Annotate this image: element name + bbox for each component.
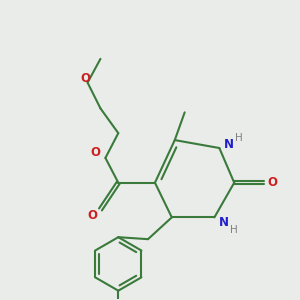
Text: N: N xyxy=(219,216,229,229)
Text: O: O xyxy=(81,72,91,85)
Text: O: O xyxy=(268,176,278,189)
Text: O: O xyxy=(88,209,98,222)
Text: N: N xyxy=(224,138,234,151)
Text: H: H xyxy=(230,225,238,235)
Text: H: H xyxy=(235,133,243,143)
Text: O: O xyxy=(91,146,100,160)
